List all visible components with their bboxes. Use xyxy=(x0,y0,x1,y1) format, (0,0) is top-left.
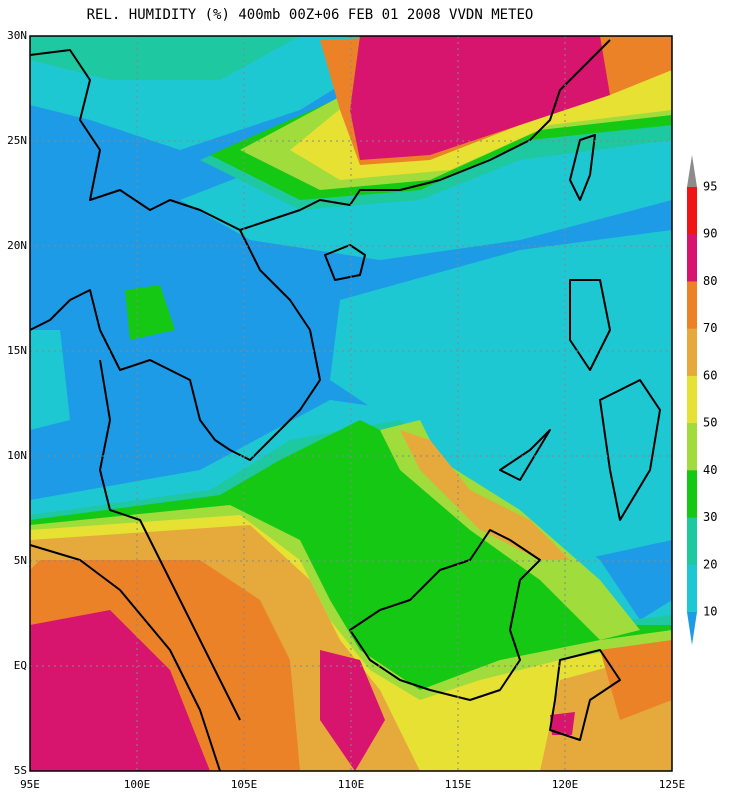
zone xyxy=(330,230,672,560)
colorbar-label: 40 xyxy=(703,463,717,477)
lat-label: 5S xyxy=(14,764,27,777)
coastline xyxy=(349,529,541,701)
zone xyxy=(30,610,210,771)
colorbar-label: 30 xyxy=(703,510,717,524)
colorbar-label: 10 xyxy=(703,605,717,619)
map-frame xyxy=(29,35,673,772)
coastline xyxy=(569,134,596,201)
lon-label: 120E xyxy=(552,778,579,791)
zone xyxy=(30,36,300,80)
colorbar-label: 60 xyxy=(703,368,717,382)
lat-label: 15N xyxy=(7,344,27,357)
colorbar-swatch xyxy=(687,564,697,613)
colorbar-swatch xyxy=(687,281,697,330)
coastline xyxy=(324,244,366,281)
colorbar-swatch xyxy=(687,328,697,377)
lat-label: 20N xyxy=(7,239,27,252)
lon-label: 100E xyxy=(124,778,151,791)
lon-label: 115E xyxy=(445,778,472,791)
zone xyxy=(320,650,385,771)
coastline xyxy=(499,429,551,481)
colorbar-swatch xyxy=(687,234,697,282)
coastline xyxy=(569,279,611,371)
coastline xyxy=(29,39,611,231)
coastline xyxy=(549,649,621,741)
colorbar-label: 80 xyxy=(703,274,717,288)
lat-label: 30N xyxy=(7,29,27,42)
colorbar-label: 90 xyxy=(703,227,717,241)
graticule xyxy=(30,36,672,771)
colorbar-swatch xyxy=(687,423,697,471)
colorbar-arrow xyxy=(687,155,697,187)
lon-label: 105E xyxy=(231,778,258,791)
coastline xyxy=(99,359,241,721)
lat-label: 5N xyxy=(14,554,27,567)
lon-label: 110E xyxy=(338,778,365,791)
zone xyxy=(600,640,672,720)
colorbar-label: 50 xyxy=(703,416,717,430)
lat-label: 10N xyxy=(7,449,27,462)
map-title: REL. HUMIDITY (%) 400mb 00Z+06 FEB 01 20… xyxy=(87,7,534,23)
colorbar-arrow xyxy=(687,612,697,645)
colorbar-swatch xyxy=(687,187,697,235)
zone xyxy=(550,712,575,735)
lon-label: 125E xyxy=(659,778,686,791)
coastlines xyxy=(29,39,661,772)
colorbar: 95 90 80 70 60 50 40 30 20 10 xyxy=(687,155,717,645)
zone xyxy=(125,285,175,340)
coastline xyxy=(29,544,221,772)
colorbar-swatch xyxy=(687,470,697,519)
coastline xyxy=(29,229,321,461)
coastline xyxy=(599,379,661,521)
zone xyxy=(400,430,570,560)
lat-label: 25N xyxy=(7,134,27,147)
lat-label: EQ xyxy=(14,659,27,672)
colorbar-label: 70 xyxy=(703,321,717,335)
zone xyxy=(350,36,610,160)
colorbar-swatch xyxy=(687,517,697,566)
colorbar-swatch xyxy=(687,375,697,424)
colorbar-label: 95 xyxy=(703,180,717,194)
lon-label: 95E xyxy=(20,778,40,791)
zone xyxy=(30,330,70,430)
colorbar-label: 20 xyxy=(703,557,717,571)
